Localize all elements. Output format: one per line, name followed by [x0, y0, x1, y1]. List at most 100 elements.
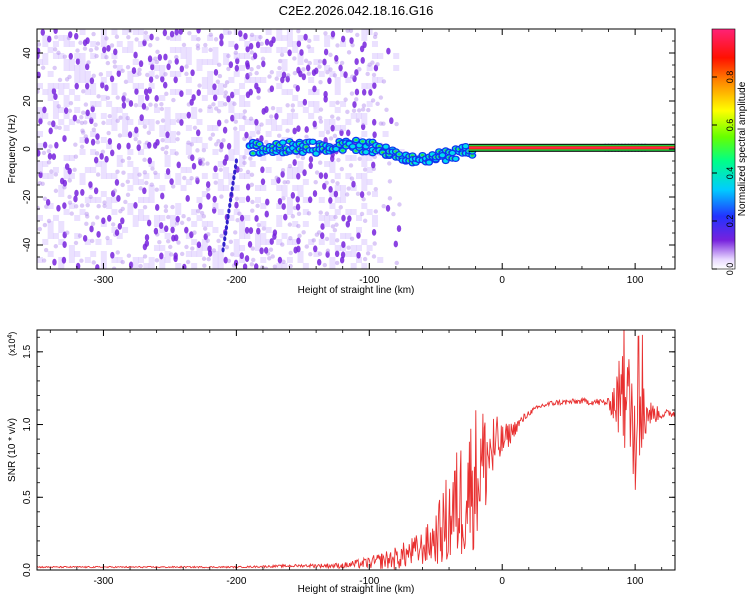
- noise-bg-cell: [297, 191, 304, 197]
- noise-bg-cell: [153, 65, 160, 71]
- noise-bg-cell: [68, 203, 75, 209]
- noise-cell: [116, 195, 121, 202]
- noise-cell: [249, 67, 254, 72]
- noise-bg-cell: [276, 239, 283, 245]
- noise-cell: [126, 142, 131, 150]
- noise-bg-cell: [371, 221, 378, 227]
- noise-cell: [250, 246, 256, 251]
- sloped-trace-point: [224, 225, 229, 231]
- noise-cell: [338, 205, 343, 210]
- noise-cell: [233, 230, 238, 235]
- noise-bg-cell: [153, 107, 160, 113]
- noise-cell: [280, 242, 285, 247]
- noise-cell: [143, 88, 149, 96]
- noise-bg-cell: [84, 89, 91, 95]
- snr-scale-label: (x104): [7, 332, 18, 356]
- noise-bg-cell: [286, 239, 293, 245]
- noise-bg-cell: [52, 53, 59, 59]
- noise-cell: [256, 227, 261, 235]
- noise-bg-cell: [223, 53, 230, 59]
- noise-cell: [242, 109, 248, 114]
- noise-bg-cell: [329, 101, 336, 107]
- noise-bg-cell: [212, 263, 219, 269]
- noise-cell: [174, 151, 179, 156]
- noise-bg-cell: [356, 173, 362, 179]
- noise-bg-cell: [95, 161, 102, 167]
- noise-bg-cell: [37, 215, 43, 221]
- noise-cell: [334, 250, 340, 258]
- noise-cell: [96, 94, 101, 99]
- noise-bg-cell: [58, 53, 65, 59]
- noise-cell: [205, 161, 210, 166]
- noise-cell: [245, 72, 250, 80]
- noise-bg-cell: [132, 221, 139, 227]
- noise-cell: [227, 30, 232, 35]
- signal-band-peak: [468, 147, 675, 149]
- noise-cell: [224, 244, 230, 250]
- noise-bg-cell: [138, 215, 145, 221]
- noise-bg-cell: [90, 131, 97, 137]
- colorbar-tick-label: 0.8: [725, 71, 735, 84]
- noise-cell: [78, 40, 83, 45]
- noise-bg-cell: [79, 173, 86, 179]
- noise-bg-cell: [90, 149, 97, 155]
- noise-cell: [247, 71, 253, 77]
- noise-bg-cell: [281, 185, 288, 191]
- noise-cell: [333, 190, 339, 198]
- noise-cell: [320, 223, 325, 230]
- noise-cell: [338, 64, 343, 72]
- noise-bg-cell: [270, 179, 277, 185]
- noise-cell: [247, 240, 253, 248]
- noise-cell: [85, 202, 90, 208]
- noise-cell: [351, 108, 357, 113]
- noise-cell: [75, 48, 80, 53]
- noise-bg-cell: [244, 53, 251, 59]
- noise-cell: [67, 167, 72, 175]
- noise-bg-cell: [265, 239, 272, 245]
- noise-cell: [47, 35, 52, 43]
- noise-bg-cell: [244, 173, 251, 179]
- noise-bg-cell: [292, 221, 299, 227]
- noise-bg-cell: [350, 263, 357, 269]
- noise-cell: [372, 34, 378, 40]
- noise-cell: [244, 255, 250, 262]
- noise-cell: [205, 238, 210, 243]
- track-cell: [251, 152, 255, 155]
- noise-cell: [120, 182, 125, 188]
- noise-cell: [292, 70, 298, 76]
- noise-cell: [384, 107, 389, 112]
- noise-bg-cell: [356, 113, 362, 119]
- noise-cell: [154, 94, 159, 102]
- noise-cell: [303, 58, 309, 64]
- noise-bg-cell: [138, 197, 145, 203]
- noise-cell: [202, 226, 208, 231]
- noise-bg-cell: [239, 245, 246, 251]
- noise-bg-cell: [244, 41, 251, 47]
- noise-bg-cell: [329, 203, 336, 209]
- noise-bg-cell: [127, 41, 134, 47]
- noise-bg-cell: [324, 41, 331, 47]
- noise-cell: [320, 232, 325, 240]
- noise-bg-cell: [127, 71, 134, 77]
- noise-bg-cell: [116, 233, 123, 239]
- noise-cell: [67, 178, 72, 183]
- noise-cell: [330, 114, 335, 119]
- noise-cell: [73, 204, 79, 209]
- noise-cell: [189, 231, 194, 239]
- noise-cell: [373, 64, 379, 72]
- noise-bg-cell: [292, 173, 299, 179]
- track-cell: [258, 142, 262, 146]
- noise-cell: [85, 214, 90, 219]
- noise-cell: [355, 118, 361, 123]
- noise-bg-cell: [100, 257, 107, 263]
- noise-bg-cell: [90, 83, 97, 89]
- noise-cell: [233, 259, 239, 267]
- noise-bg-cell: [239, 197, 246, 203]
- noise-cell: [169, 252, 174, 257]
- snr-x-ticks: -300 -200 -100 0 100: [49, 330, 663, 587]
- noise-cell: [233, 119, 238, 124]
- noise-cell: [223, 256, 228, 264]
- noise-bg-cell: [334, 245, 341, 251]
- noise-cell: [106, 44, 111, 52]
- noise-cell: [62, 135, 67, 142]
